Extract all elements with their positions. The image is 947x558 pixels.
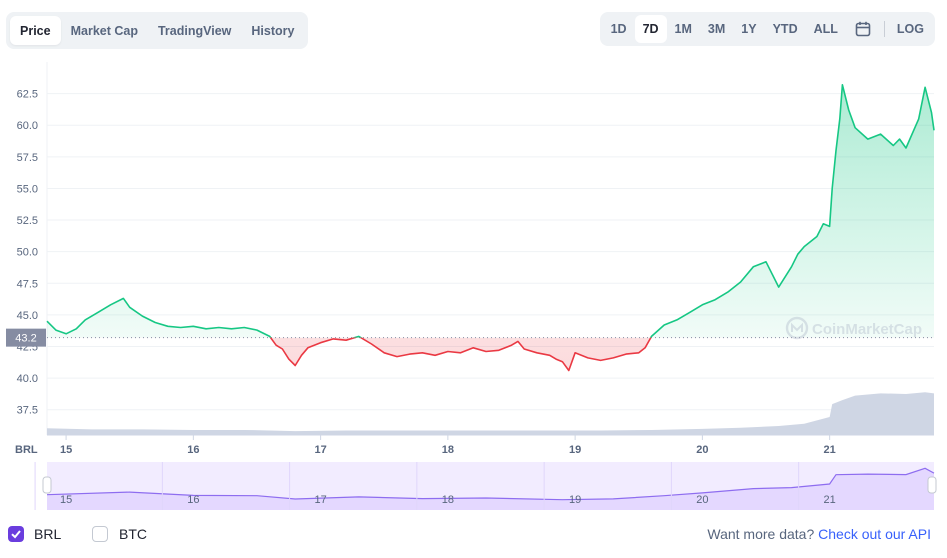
range-navigator[interactable]: 15 16 17 18 19 20 21 <box>34 462 937 510</box>
navigator-area <box>47 468 934 510</box>
currency-axis-label: BRL <box>15 444 38 456</box>
calendar-icon[interactable] <box>846 15 880 43</box>
x-tick-label: 20 <box>696 444 708 456</box>
range-all-button[interactable]: ALL <box>813 22 838 36</box>
y-tick-label: 47.5 <box>17 278 38 290</box>
price-chart: CoinMarketCap 37.540.042.545.047.550.052… <box>6 62 937 510</box>
y-tick-label: 60.0 <box>17 120 38 132</box>
x-tick-label: 15 <box>60 444 72 456</box>
navigator-line <box>46 467 935 501</box>
price-area-down <box>47 337 934 371</box>
volume-bars <box>47 392 934 435</box>
y-tick-label: 40.0 <box>17 373 38 385</box>
range-3m-button[interactable]: 3M <box>707 22 726 36</box>
brl-label: BRL <box>34 526 62 542</box>
y-tick-label: 55.0 <box>17 183 38 195</box>
y-tick-label: 52.5 <box>17 215 38 227</box>
navigator-tick-label: 21 <box>824 494 836 506</box>
volume-area <box>47 392 934 435</box>
y-tick-label: 62.5 <box>17 89 38 101</box>
range-1d-button[interactable]: 1D <box>610 22 627 36</box>
x-tick-label: 18 <box>442 444 454 456</box>
tab-tradingview[interactable]: TradingView <box>157 23 232 38</box>
x-axis: BRL 15 16 17 18 19 20 21 <box>15 434 934 456</box>
navigator-tick-label: 18 <box>442 494 454 506</box>
baseline-price-tag: 43.2 <box>6 328 46 347</box>
price-line-up <box>46 84 935 338</box>
y-gridlines <box>46 62 934 435</box>
navigator-tick-label: 16 <box>187 494 199 506</box>
x-tick-label: 17 <box>314 444 326 456</box>
tab-market-cap[interactable]: Market Cap <box>70 23 138 38</box>
brl-checkbox[interactable] <box>8 526 24 542</box>
chart-type-tabs: Price Market Cap TradingView History <box>6 12 309 49</box>
baseline-tag-bg <box>6 328 46 347</box>
y-axis: 37.540.042.545.047.550.052.555.057.560.0… <box>17 89 38 417</box>
x-tick-label: 21 <box>824 444 836 456</box>
tab-price[interactable]: Price <box>10 16 61 45</box>
price-line-down <box>269 337 652 372</box>
range-7d-button[interactable]: 7D <box>634 15 667 43</box>
more-data-prompt: Want more data? <box>707 526 815 542</box>
coinmarketcap-watermark: CoinMarketCap <box>785 316 922 340</box>
api-link[interactable]: Check out our API <box>818 526 931 542</box>
range-1y-button[interactable]: 1Y <box>741 22 757 36</box>
y-tick-label: 37.5 <box>17 405 38 417</box>
btc-label: BTC <box>119 526 147 542</box>
log-scale-button[interactable]: LOG <box>896 22 924 36</box>
baseline-tag-text: 43.2 <box>15 333 36 345</box>
navigator-tick-label: 20 <box>696 494 708 506</box>
range-divider <box>883 21 885 37</box>
more-data-text: Want more data? Check out our API <box>707 526 931 542</box>
x-tick-label: 16 <box>187 444 199 456</box>
y-tick-label: 57.5 <box>17 152 38 164</box>
range-1m-button[interactable]: 1M <box>674 22 692 36</box>
btc-checkbox[interactable] <box>92 526 108 542</box>
navigator-tick-label: 19 <box>569 494 581 506</box>
chart-footer: BRL BTC Want more data? Check out our AP… <box>0 521 947 547</box>
y-tick-label: 45.0 <box>17 310 38 322</box>
navigator-right-handle[interactable] <box>927 476 937 494</box>
x-tick-label: 19 <box>569 444 581 456</box>
navigator-tick-label: 15 <box>60 494 72 506</box>
navigator-tick-label: 17 <box>314 494 326 506</box>
tab-history[interactable]: History <box>251 23 295 38</box>
watermark-text: CoinMarketCap <box>812 321 922 338</box>
y-tick-label: 50.0 <box>17 247 38 259</box>
time-range-selector: 1D 7D 1M 3M 1Y YTD ALL LOG <box>599 12 935 46</box>
navigator-left-handle[interactable] <box>42 476 52 494</box>
range-ytd-button[interactable]: YTD <box>772 22 798 36</box>
checkmark-icon <box>11 530 21 539</box>
